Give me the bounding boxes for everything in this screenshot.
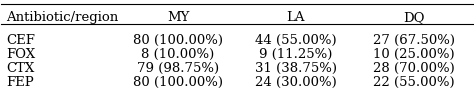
Text: LA: LA	[287, 11, 305, 24]
Text: DQ: DQ	[403, 11, 424, 24]
Text: Antibiotic/region: Antibiotic/region	[6, 11, 118, 24]
Text: FOX: FOX	[6, 48, 35, 61]
Text: 22 (55.00%): 22 (55.00%)	[373, 76, 455, 89]
Text: 24 (30.00%): 24 (30.00%)	[255, 76, 337, 89]
Text: 31 (38.75%): 31 (38.75%)	[255, 62, 337, 75]
Text: 27 (67.50%): 27 (67.50%)	[373, 34, 455, 47]
Text: 44 (55.00%): 44 (55.00%)	[255, 34, 337, 47]
Text: MY: MY	[167, 11, 189, 24]
Text: 79 (98.75%): 79 (98.75%)	[137, 62, 219, 75]
Text: CEF: CEF	[6, 34, 35, 47]
Text: 80 (100.00%): 80 (100.00%)	[133, 76, 223, 89]
Text: 80 (100.00%): 80 (100.00%)	[133, 34, 223, 47]
Text: 9 (11.25%): 9 (11.25%)	[259, 48, 333, 61]
Text: 10 (25.00%): 10 (25.00%)	[373, 48, 455, 61]
Text: FEP: FEP	[6, 76, 34, 89]
Text: CTX: CTX	[6, 62, 34, 75]
Text: 28 (70.00%): 28 (70.00%)	[373, 62, 455, 75]
Text: 8 (10.00%): 8 (10.00%)	[141, 48, 215, 61]
